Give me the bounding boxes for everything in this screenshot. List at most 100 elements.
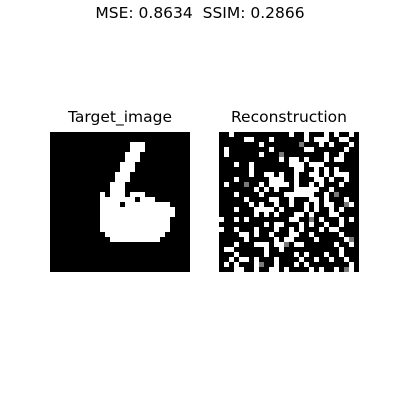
target-pixel xyxy=(105,207,110,212)
target-pixel xyxy=(115,192,120,197)
target-pixel xyxy=(170,207,175,212)
reconstruction-pixel xyxy=(234,267,239,272)
reconstruction-pixel xyxy=(239,232,244,237)
reconstruction-pixel xyxy=(304,132,309,137)
target-pixel xyxy=(125,197,130,202)
reconstruction-pixel xyxy=(294,172,299,177)
reconstruction-pixel xyxy=(274,227,279,232)
reconstruction-pixel xyxy=(324,222,329,227)
target-pixel xyxy=(125,162,130,167)
reconstruction-pixel xyxy=(234,207,239,212)
reconstruction-pixel xyxy=(254,242,259,247)
reconstruction-pixel xyxy=(234,217,239,222)
reconstruction-pixel xyxy=(304,157,309,162)
reconstruction-pixel xyxy=(324,252,329,257)
target-pixel xyxy=(145,222,150,227)
target-pixel xyxy=(130,207,135,212)
target-pixel xyxy=(115,182,120,187)
reconstruction-pixel xyxy=(279,157,284,162)
reconstruction-pixel xyxy=(269,182,274,187)
reconstruction-pixel xyxy=(329,187,334,192)
target-pixel xyxy=(115,197,120,202)
reconstruction-pixel xyxy=(324,157,329,162)
reconstruction-pixel xyxy=(274,202,279,207)
target-pixel xyxy=(110,212,115,217)
reconstruction-pixel xyxy=(304,252,309,257)
reconstruction-panel xyxy=(219,132,359,272)
target-pixel xyxy=(160,222,165,227)
target-pixel xyxy=(150,212,155,217)
reconstruction-pixel xyxy=(299,222,304,227)
target-pixel xyxy=(115,202,120,207)
reconstruction-pixel xyxy=(344,197,349,202)
reconstruction-gray-pixel xyxy=(349,237,354,242)
reconstruction-pixel xyxy=(304,147,309,152)
target-pixel xyxy=(115,172,120,177)
target-pixel xyxy=(100,192,105,197)
reconstruction-pixel xyxy=(299,162,304,167)
reconstruction-pixel xyxy=(274,212,279,217)
reconstruction-pixel xyxy=(269,197,274,202)
reconstruction-pixel xyxy=(294,167,299,172)
reconstruction-pixel xyxy=(224,247,229,252)
reconstruction-pixel xyxy=(279,247,284,252)
target-pixel xyxy=(155,212,160,217)
reconstruction-pixel xyxy=(274,177,279,182)
reconstruction-pixel xyxy=(279,222,284,227)
reconstruction-pixel xyxy=(349,142,354,147)
reconstruction-pixel xyxy=(249,137,254,142)
target-pixel xyxy=(140,217,145,222)
target-pixel xyxy=(130,167,135,172)
target-pixel xyxy=(120,237,125,242)
reconstruction-pixel xyxy=(304,192,309,197)
target-pixel xyxy=(125,232,130,237)
reconstruction-pixel xyxy=(294,217,299,222)
target-pixel xyxy=(145,197,150,202)
target-pixel xyxy=(130,222,135,227)
reconstruction-pixel xyxy=(324,167,329,172)
reconstruction-pixel xyxy=(234,242,239,247)
reconstruction-pixel xyxy=(339,232,344,237)
target-pixel xyxy=(135,202,140,207)
target-pixel xyxy=(150,222,155,227)
reconstruction-pixel xyxy=(294,262,299,267)
reconstruction-pixel xyxy=(339,207,344,212)
target-pixel xyxy=(120,207,125,212)
target-pixel xyxy=(130,147,135,152)
reconstruction-pixel xyxy=(274,187,279,192)
target-pixel xyxy=(115,232,120,237)
target-pixel xyxy=(165,212,170,217)
reconstruction-pixel xyxy=(344,137,349,142)
reconstruction-pixel xyxy=(269,177,274,182)
target-pixel xyxy=(115,222,120,227)
reconstruction-title: Reconstruction xyxy=(230,108,347,126)
reconstruction-pixel xyxy=(264,222,269,227)
reconstruction-pixel xyxy=(224,147,229,152)
reconstruction-pixel xyxy=(339,152,344,157)
reconstruction-pixel xyxy=(334,132,339,137)
reconstruction-pixel xyxy=(334,242,339,247)
reconstruction-pixel xyxy=(334,267,339,272)
reconstruction-pixel xyxy=(309,232,314,237)
reconstruction-pixel xyxy=(264,252,269,257)
reconstruction-pixel xyxy=(309,212,314,217)
reconstruction-pixel xyxy=(324,137,329,142)
reconstruction-pixel xyxy=(309,267,314,272)
target-pixel xyxy=(135,192,140,197)
reconstruction-pixel xyxy=(299,167,304,172)
reconstruction-pixel xyxy=(314,207,319,212)
target-pixel xyxy=(135,142,140,147)
reconstruction-pixel xyxy=(229,132,234,137)
target-pixel xyxy=(125,217,130,222)
reconstruction-pixel xyxy=(329,212,334,217)
target-pixel xyxy=(125,222,130,227)
reconstruction-pixel xyxy=(304,262,309,267)
reconstruction-pixel xyxy=(244,232,249,237)
reconstruction-pixel xyxy=(309,182,314,187)
target-pixel xyxy=(100,202,105,207)
target-pixel xyxy=(135,212,140,217)
target-pixel xyxy=(165,202,170,207)
target-pixel xyxy=(130,227,135,232)
reconstruction-pixel xyxy=(304,202,309,207)
reconstruction-pixel xyxy=(344,177,349,182)
